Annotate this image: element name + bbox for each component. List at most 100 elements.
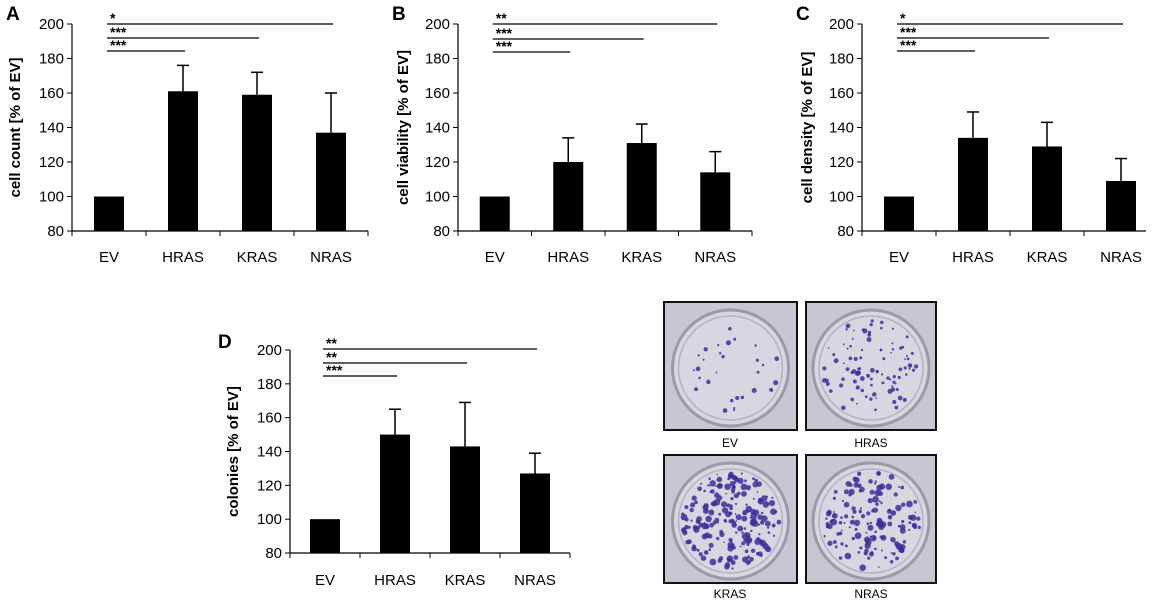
colony-dot bbox=[874, 480, 877, 483]
colony-dot bbox=[866, 374, 868, 377]
colony-dot bbox=[703, 489, 706, 493]
colony-dot bbox=[681, 512, 685, 516]
colony-dot bbox=[755, 551, 760, 556]
colony-dot bbox=[858, 489, 863, 493]
petri-dish bbox=[811, 308, 931, 428]
colony-dot bbox=[855, 402, 858, 405]
significance-stars: * bbox=[110, 10, 116, 26]
chart-panel-c: 80 100 120 140 160 180 200 EV HRAS KRAS NRAS cell d… bbox=[796, 4, 1146, 266]
colony-dot bbox=[895, 556, 899, 561]
colony-dot bbox=[841, 529, 843, 532]
colony-dot bbox=[770, 389, 774, 392]
colony-dot bbox=[898, 367, 903, 372]
colony-dot bbox=[750, 529, 753, 533]
colony-dot bbox=[822, 366, 827, 371]
chart-panel-d: 80 100 120 140 160 180 200 EV HRAS KRAS NRAS coloni… bbox=[218, 332, 571, 589]
petri-dish-rim bbox=[677, 315, 784, 421]
colony-dot bbox=[735, 520, 738, 522]
colony-dot bbox=[832, 496, 836, 500]
colony-dot bbox=[897, 395, 903, 401]
chart-panel-a: 80 100 120 140 160 180 200 EV HRAS KRAS NRAS cell c… bbox=[6, 4, 369, 266]
significance-stars: *** bbox=[110, 24, 127, 40]
colony-dot bbox=[852, 379, 857, 384]
category-label: HRAS bbox=[547, 249, 589, 266]
colony-dot bbox=[745, 485, 752, 491]
colony-dot bbox=[721, 501, 728, 508]
colony-dot bbox=[843, 501, 850, 508]
bar-hras bbox=[380, 434, 410, 553]
bar-kras bbox=[626, 143, 657, 231]
colony-dot bbox=[852, 476, 858, 482]
colony-dot bbox=[682, 528, 686, 533]
significance-stars: ** bbox=[496, 10, 507, 26]
colony-dot bbox=[724, 483, 731, 491]
colony-dot bbox=[760, 515, 768, 522]
colony-dot bbox=[875, 502, 879, 506]
colony-dot bbox=[845, 480, 852, 487]
colony-dot bbox=[854, 528, 858, 532]
colony-photo-hras: HRAS bbox=[805, 301, 937, 450]
colony-dot bbox=[749, 557, 754, 562]
colony-dot bbox=[708, 548, 712, 552]
y-tick-label: 100 bbox=[425, 189, 450, 206]
y-tick-label: 200 bbox=[39, 16, 64, 33]
colony-dot bbox=[891, 348, 895, 351]
colony-dot bbox=[904, 358, 906, 361]
colony-dot bbox=[730, 496, 734, 501]
colony-dot bbox=[726, 503, 731, 508]
colony-dot bbox=[729, 504, 733, 508]
colony-dot bbox=[698, 552, 703, 557]
colony-dot bbox=[733, 406, 736, 410]
colony-dot bbox=[740, 395, 745, 400]
colony-dot bbox=[772, 534, 776, 537]
colony-dot bbox=[905, 354, 908, 358]
colony-dot bbox=[698, 522, 704, 528]
colony-dot bbox=[716, 476, 723, 483]
colony-dot bbox=[879, 348, 883, 352]
colony-dot bbox=[700, 555, 707, 561]
colony-photo-nras: NRAS bbox=[805, 454, 937, 601]
y-tick-label: 120 bbox=[257, 477, 282, 494]
significance-stars: ** bbox=[326, 349, 337, 365]
colony-dot bbox=[832, 353, 836, 357]
colony-dot bbox=[731, 567, 734, 570]
colony-dot bbox=[870, 383, 873, 387]
colony-dot bbox=[843, 489, 849, 495]
category-label: EV bbox=[315, 572, 335, 589]
colony-dot bbox=[871, 509, 875, 513]
colony-dot bbox=[833, 358, 839, 364]
colony-dot bbox=[874, 489, 881, 497]
colony-dot bbox=[706, 525, 710, 529]
colony-dot bbox=[692, 544, 696, 549]
colony-dot bbox=[707, 484, 710, 487]
category-label: KRAS bbox=[621, 249, 662, 266]
colony-dot bbox=[741, 533, 748, 540]
panel-letter: A bbox=[6, 4, 20, 25]
colony-dot bbox=[709, 522, 714, 528]
colony-dot bbox=[845, 323, 851, 329]
bar-nras bbox=[316, 132, 346, 231]
significance-stars: ** bbox=[326, 335, 337, 351]
colony-dot bbox=[759, 520, 765, 525]
colony-dot bbox=[875, 369, 879, 374]
colony-dot bbox=[908, 521, 912, 525]
colony-dot bbox=[846, 347, 849, 350]
y-tick-label: 140 bbox=[257, 444, 282, 461]
colony-dot bbox=[839, 383, 844, 388]
colony-dot bbox=[734, 513, 737, 515]
colony-dot bbox=[741, 531, 744, 535]
y-tick-label: 160 bbox=[425, 85, 450, 102]
colony-dot bbox=[895, 504, 902, 512]
colony-dot bbox=[900, 485, 905, 490]
petri-dish-rim bbox=[677, 468, 784, 574]
colony-dot bbox=[863, 551, 868, 556]
colony-dot bbox=[905, 335, 909, 339]
colony-dot bbox=[849, 344, 852, 348]
colony-dot bbox=[838, 521, 843, 525]
colony-dot bbox=[867, 330, 872, 335]
colony-dot bbox=[906, 500, 913, 508]
colony-dot bbox=[756, 491, 759, 493]
colony-dot bbox=[694, 500, 698, 505]
colony-dot bbox=[869, 521, 872, 525]
colony-dot bbox=[841, 405, 846, 411]
